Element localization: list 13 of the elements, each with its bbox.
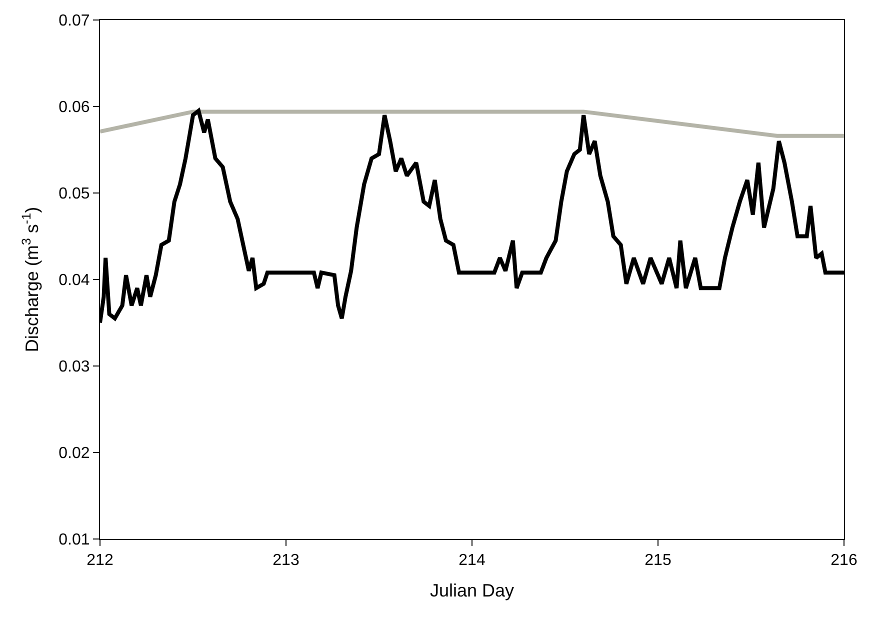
y-tick-label: 0.03 xyxy=(58,358,90,376)
y-tick-label: 0.06 xyxy=(58,99,90,116)
x-tick-label: 214 xyxy=(458,552,486,570)
y-tick-label: 0.04 xyxy=(58,272,90,290)
y-tick-label: 0.02 xyxy=(58,445,90,462)
y-tick-label: 0.07 xyxy=(58,12,90,30)
x-tick-label: 216 xyxy=(830,552,858,570)
x-tick-label: 215 xyxy=(644,552,672,570)
x-axis-title: Julian Day xyxy=(430,580,514,600)
y-tick-label: 0.01 xyxy=(58,532,90,549)
x-tick-label: 212 xyxy=(86,552,114,570)
y-tick-label: 0.05 xyxy=(58,186,90,203)
x-tick-label: 213 xyxy=(272,552,300,570)
